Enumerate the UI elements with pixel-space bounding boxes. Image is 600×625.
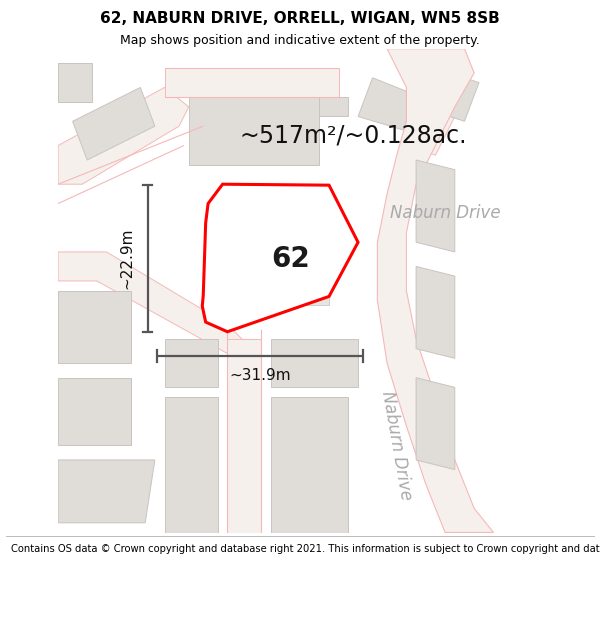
Polygon shape	[58, 88, 189, 184]
Polygon shape	[58, 378, 131, 446]
Polygon shape	[189, 97, 319, 165]
Text: 62, NABURN DRIVE, ORRELL, WIGAN, WN5 8SB: 62, NABURN DRIVE, ORRELL, WIGAN, WN5 8SB	[100, 11, 500, 26]
Polygon shape	[242, 199, 329, 305]
Text: Contains OS data © Crown copyright and database right 2021. This information is : Contains OS data © Crown copyright and d…	[11, 544, 600, 554]
Polygon shape	[58, 63, 92, 102]
Polygon shape	[271, 339, 358, 388]
Text: ~31.9m: ~31.9m	[229, 368, 291, 382]
Polygon shape	[164, 68, 338, 97]
Text: Map shows position and indicative extent of the property.: Map shows position and indicative extent…	[120, 34, 480, 47]
Polygon shape	[358, 78, 421, 131]
Polygon shape	[416, 378, 455, 469]
Polygon shape	[202, 184, 358, 332]
Polygon shape	[416, 266, 455, 358]
Polygon shape	[73, 88, 155, 160]
Polygon shape	[58, 252, 242, 354]
Polygon shape	[164, 339, 218, 388]
Polygon shape	[164, 397, 218, 532]
Polygon shape	[319, 97, 349, 116]
Polygon shape	[271, 397, 349, 532]
Polygon shape	[377, 49, 493, 532]
Text: 62: 62	[271, 245, 310, 273]
Polygon shape	[58, 460, 155, 523]
Polygon shape	[58, 291, 131, 363]
Text: ~517m²/~0.128ac.: ~517m²/~0.128ac.	[239, 124, 467, 148]
Text: Naburn Drive: Naburn Drive	[378, 389, 415, 501]
Text: ~22.9m: ~22.9m	[120, 228, 135, 289]
Polygon shape	[406, 107, 455, 155]
Polygon shape	[421, 68, 479, 121]
Polygon shape	[227, 339, 261, 532]
Text: Naburn Drive: Naburn Drive	[390, 204, 500, 222]
Polygon shape	[416, 160, 455, 252]
